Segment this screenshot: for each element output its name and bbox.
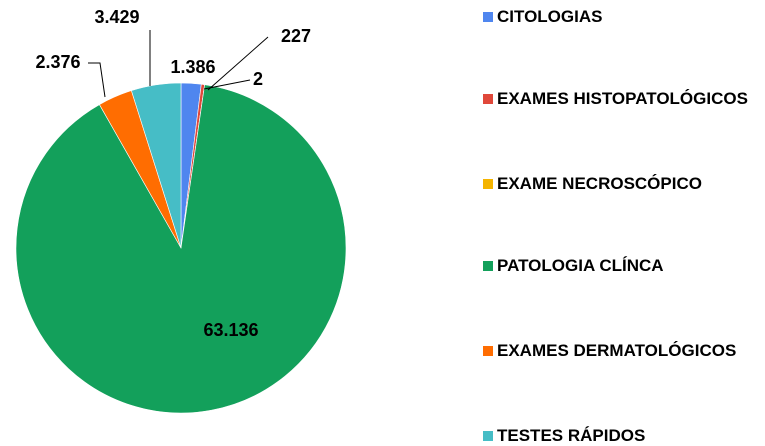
legend-label: TESTES RÁPIDOS: [497, 426, 646, 445]
legend-swatch: [483, 179, 493, 189]
legend-label: EXAMES DERMATOLÓGICOS: [497, 341, 737, 360]
legend-swatch: [483, 261, 493, 271]
legend-label: EXAME NECROSCÓPICO: [497, 174, 702, 193]
legend-label: PATOLOGIA CLÍNCA: [497, 256, 664, 275]
legend-item: EXAMES HISTOPATOLÓGICOS: [483, 88, 753, 109]
legend-label: CITOLOGIAS: [497, 7, 603, 26]
legend-swatch: [483, 431, 493, 441]
legend-swatch: [483, 94, 493, 104]
leader-line: [207, 36, 269, 91]
legend-item: PATOLOGIA CLÍNCA: [483, 255, 753, 276]
legend-item: EXAMES DERMATOLÓGICOS: [483, 340, 753, 361]
data-label: 1.386: [170, 57, 215, 77]
pie-slice: [131, 82, 182, 249]
legend-label: EXAMES HISTOPATOLÓGICOS: [497, 89, 748, 108]
legend-swatch: [483, 346, 493, 356]
data-label: 227: [281, 26, 311, 46]
legend-swatch: [483, 12, 493, 22]
legend-item: CITOLOGIAS: [483, 6, 753, 27]
legend-item: EXAME NECROSCÓPICO: [483, 173, 753, 194]
leader-line: [88, 62, 106, 98]
data-label: 3.429: [94, 7, 139, 27]
legend-item: TESTES RÁPIDOS: [483, 425, 753, 446]
leader-line: [203, 79, 251, 90]
data-label: 2: [253, 69, 263, 89]
pie-slice: [15, 84, 347, 414]
data-label: 63.136: [203, 320, 258, 340]
data-label: 2.376: [35, 52, 80, 72]
